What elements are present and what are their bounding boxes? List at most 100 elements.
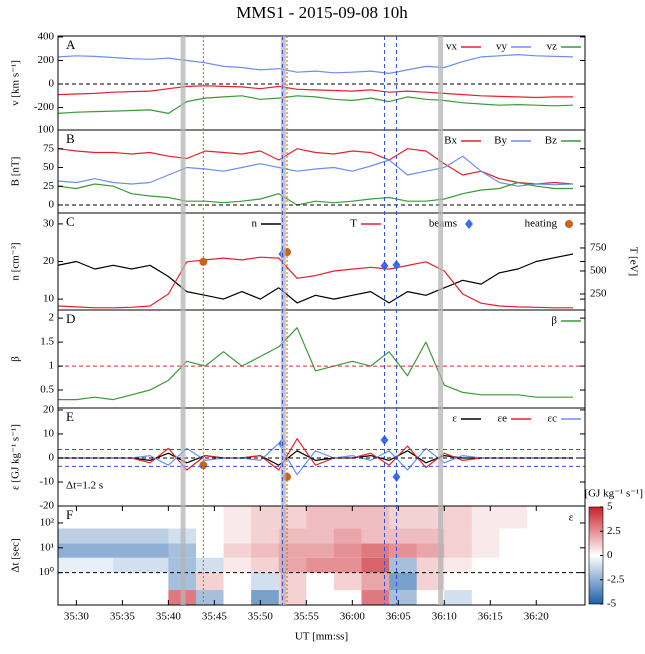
- legend-label: εc: [547, 413, 557, 425]
- y-tick-label: 400: [38, 30, 55, 42]
- heat-cell: [444, 528, 473, 544]
- y-axis-label: ε [GJ kg⁻¹ s⁻¹]: [10, 424, 22, 490]
- heat-cell: [251, 572, 280, 591]
- heat-cell: [416, 506, 445, 529]
- heat-cell: [499, 557, 528, 573]
- legend-label: vx: [446, 41, 458, 53]
- heat-cell: [499, 590, 528, 605]
- legend-label: vy: [496, 41, 508, 53]
- y-tick-label: 0: [49, 199, 55, 211]
- heat-cell: [306, 572, 335, 591]
- heat-cell: [444, 543, 473, 558]
- legend-label: β: [551, 315, 557, 327]
- heat-cell: [140, 528, 169, 544]
- x-tick-label: 35:55: [294, 611, 320, 623]
- series-line: [58, 256, 573, 309]
- beam-marker: [380, 260, 389, 271]
- legend-marker: [465, 219, 473, 229]
- heat-cell: [195, 572, 224, 591]
- heat-cell: [223, 557, 252, 573]
- series-line: [58, 54, 574, 74]
- heat-cell: [223, 506, 252, 529]
- heat-cell: [361, 557, 390, 573]
- heat-cell: [416, 543, 445, 558]
- y-tick-label: -20: [39, 500, 54, 512]
- heat-cell: [195, 557, 224, 573]
- heat-cell: [389, 590, 417, 605]
- heat-cell: [58, 528, 86, 544]
- y-tick-label: 50: [43, 161, 55, 173]
- y2-tick-label: 750: [590, 242, 607, 254]
- panel: [58, 148, 574, 206]
- panel-frame: [57, 505, 586, 606]
- y2-axis-label: T [eV]: [627, 247, 639, 276]
- y-tick-label: 25: [43, 180, 55, 192]
- heat-cell: [333, 590, 362, 605]
- y2-tick-label: 500: [590, 265, 607, 277]
- heat-cell: [471, 506, 500, 529]
- series-line: [58, 327, 573, 401]
- heat-cell: [58, 557, 86, 573]
- heat-cell: [499, 572, 528, 591]
- heat-cell: [499, 506, 528, 529]
- heat-cell: [471, 557, 500, 573]
- y-tick-label: 1.5: [40, 336, 54, 348]
- heat-cell: [527, 528, 555, 544]
- heat-cell: [58, 590, 86, 605]
- series-line: [58, 95, 574, 114]
- y-tick-label: -200: [34, 101, 55, 113]
- y-tick-label: 30: [43, 217, 55, 229]
- beam-marker: [392, 471, 401, 482]
- heat-cell: [416, 528, 445, 544]
- heat-cell: [333, 528, 362, 544]
- series-line: [58, 181, 573, 206]
- colorbar-tick-label: -5: [607, 598, 617, 610]
- heat-cell: [333, 557, 362, 573]
- beam-marker: [380, 434, 389, 445]
- y2-tick-label: 250: [590, 288, 607, 300]
- y-tick-label: 200: [38, 54, 55, 66]
- y-axis-label: n [cm⁻³]: [10, 242, 22, 280]
- heat-cell: [306, 590, 335, 605]
- heat-cell: [58, 506, 86, 529]
- x-tick-label: 35:45: [202, 611, 228, 623]
- x-tick-label: 36:20: [524, 611, 550, 623]
- heat-cell: [499, 528, 528, 544]
- heat-cell: [389, 572, 417, 591]
- heat-cell: [527, 572, 555, 591]
- y-tick-label: 75: [43, 142, 55, 154]
- x-tick-label: 36:05: [386, 611, 412, 623]
- heat-cell: [361, 590, 390, 605]
- heat-cell: [251, 506, 280, 529]
- x-tick-label: 36:10: [432, 611, 458, 623]
- heat-cell: [389, 557, 417, 573]
- heat-cell: [140, 506, 169, 529]
- heat-cell: [361, 506, 390, 529]
- legend-label: vz: [547, 41, 558, 53]
- heat-cell: [471, 543, 500, 558]
- heat-cell: [389, 543, 417, 558]
- figure-title: MMS1 - 2015-09-08 10h: [236, 3, 408, 22]
- y-tick-label: 0.5: [40, 384, 54, 396]
- y-tick-label: 0: [49, 78, 55, 90]
- heat-cell: [554, 572, 583, 591]
- panel-letter: B: [66, 131, 75, 146]
- x-tick-label: 36:00: [340, 611, 366, 623]
- legend-label: ε: [452, 413, 457, 425]
- heat-cell: [58, 572, 86, 591]
- y-tick-label: 100: [38, 124, 55, 136]
- heat-cell: [527, 506, 555, 529]
- heat-cell: [361, 543, 390, 558]
- legend-label: Bx: [444, 135, 457, 147]
- heat-cell: [389, 528, 417, 544]
- beam-marker: [392, 259, 401, 270]
- heat-cell: [140, 543, 169, 558]
- heat-cell: [85, 557, 114, 573]
- heat-cell: [140, 557, 169, 573]
- heat-cell: [113, 506, 142, 529]
- y-tick-label: 20: [43, 403, 55, 415]
- heat-cell: [223, 543, 252, 558]
- legend-label: εe: [497, 413, 507, 425]
- heat-cell: [306, 528, 335, 544]
